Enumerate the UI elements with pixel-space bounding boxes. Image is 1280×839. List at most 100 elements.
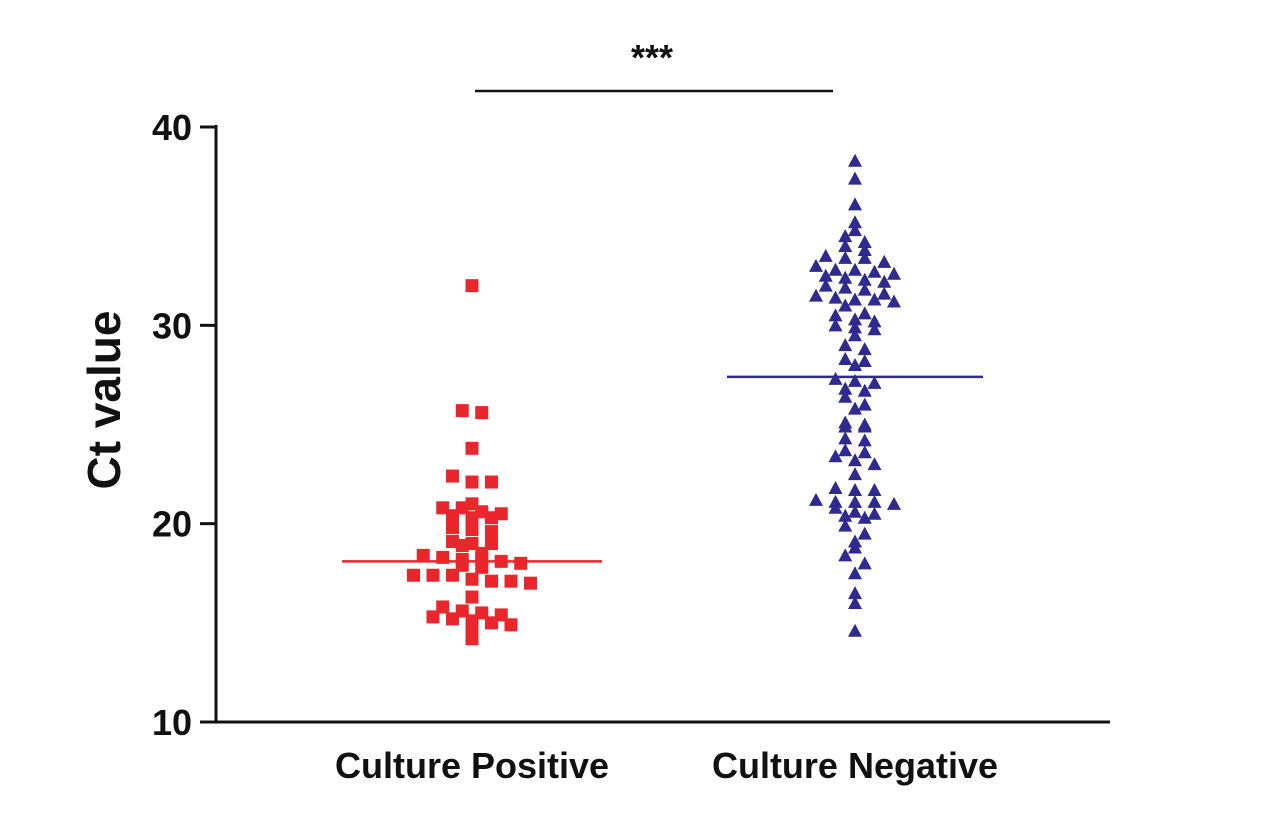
y-tick-label: 40 [152,107,192,148]
data-point-culture-negative [857,354,872,368]
data-point-culture-negative [857,306,872,320]
y-tick-label: 30 [152,305,192,346]
data-point-culture-negative [857,419,872,433]
data-point-culture-negative [857,445,872,459]
data-point-culture-negative [848,223,862,237]
data-point-culture-negative [867,264,882,278]
data-point-culture-positive [407,568,420,582]
data-point-culture-negative [857,383,872,397]
category-labels: Culture Positive Culture Negative [335,745,998,786]
y-ticks: 10 20 30 40 [152,107,216,743]
data-point-culture-negative [848,153,862,167]
data-point-culture-positive [485,616,498,630]
data-point-culture-positive [446,469,459,483]
data-points [407,153,901,646]
data-point-culture-negative [848,401,862,415]
data-point-culture-negative [867,314,882,328]
data-point-culture-negative [809,288,823,302]
data-point-culture-positive [485,525,498,539]
data-point-culture-negative [867,322,882,336]
data-point-culture-negative [838,338,853,352]
data-point-culture-positive [455,558,469,572]
data-point-culture-positive [465,279,479,293]
data-point-culture-positive [465,511,479,525]
data-point-culture-negative [838,352,853,366]
data-point-culture-positive [485,537,498,550]
y-axis-title: Ct value [78,311,130,490]
data-point-culture-negative [857,272,872,286]
data-point-culture-positive [504,618,518,632]
data-point-culture-negative [867,457,882,471]
data-point-culture-negative [857,242,872,256]
data-point-culture-negative [857,235,872,249]
x-category-label: Culture Positive [335,745,609,786]
data-point-culture-positive [485,511,498,525]
data-point-culture-negative [818,268,833,282]
data-point-culture-positive [524,576,537,590]
y-tick-label: 20 [152,504,192,545]
data-point-culture-positive [494,554,508,568]
data-point-culture-positive [485,475,498,489]
data-point-culture-negative [848,292,862,306]
mean-lines [342,375,983,563]
data-point-culture-positive [455,404,469,418]
data-point-culture-positive [426,610,440,624]
data-point-culture-positive [465,523,479,537]
data-point-culture-negative [818,278,833,292]
axes [214,125,1110,724]
data-point-culture-negative [848,312,862,326]
data-point-culture-positive [465,632,479,646]
data-point-culture-negative [838,239,853,252]
data-point-culture-negative [848,215,862,229]
data-point-culture-negative [848,482,862,496]
data-point-culture-negative [818,248,833,262]
data-point-culture-negative [857,397,872,411]
data-point-culture-negative [828,500,843,514]
data-point-culture-negative [857,250,872,264]
data-point-culture-negative [838,431,853,445]
data-point-culture-negative [838,518,853,532]
data-point-culture-positive [436,550,450,564]
data-point-culture-negative [848,467,862,481]
data-point-culture-negative [828,449,843,463]
data-point-culture-negative [848,504,862,518]
data-point-culture-positive [436,600,450,614]
data-point-culture-negative [877,254,892,268]
data-point-culture-negative [867,482,882,496]
data-point-culture-positive [446,612,459,626]
data-point-culture-negative [838,270,853,284]
data-point-culture-negative [809,492,823,506]
data-point-culture-positive [475,406,489,420]
data-point-culture-negative [887,496,901,510]
data-point-culture-negative [848,373,862,387]
data-point-culture-negative [848,596,862,609]
data-point-culture-negative [857,433,872,447]
data-point-culture-negative [857,556,872,570]
data-point-culture-positive [455,538,469,552]
data-point-culture-negative [828,262,843,276]
data-point-culture-negative [838,389,853,403]
data-point-culture-negative [828,371,843,385]
data-point-culture-negative [838,250,853,264]
data-point-culture-negative [828,480,843,494]
data-point-culture-positive [465,572,479,586]
data-point-culture-negative [857,510,872,524]
data-point-culture-negative [848,623,862,637]
data-point-culture-negative [877,274,892,288]
data-point-culture-positive [465,441,479,455]
data-point-culture-positive [426,568,440,582]
data-point-culture-negative [838,298,853,312]
data-point-culture-positive [446,521,459,535]
data-point-culture-positive [465,590,479,604]
y-tick-label: 10 [152,702,192,743]
x-category-label: Culture Negative [712,745,998,786]
data-point-culture-negative [848,358,862,371]
data-point-culture-negative [877,286,892,300]
data-point-culture-positive [465,475,479,489]
data-point-culture-negative [809,258,823,272]
data-point-culture-positive [416,548,430,562]
data-point-culture-negative [848,171,862,185]
data-point-culture-negative [838,381,853,395]
data-point-culture-negative [867,375,882,389]
